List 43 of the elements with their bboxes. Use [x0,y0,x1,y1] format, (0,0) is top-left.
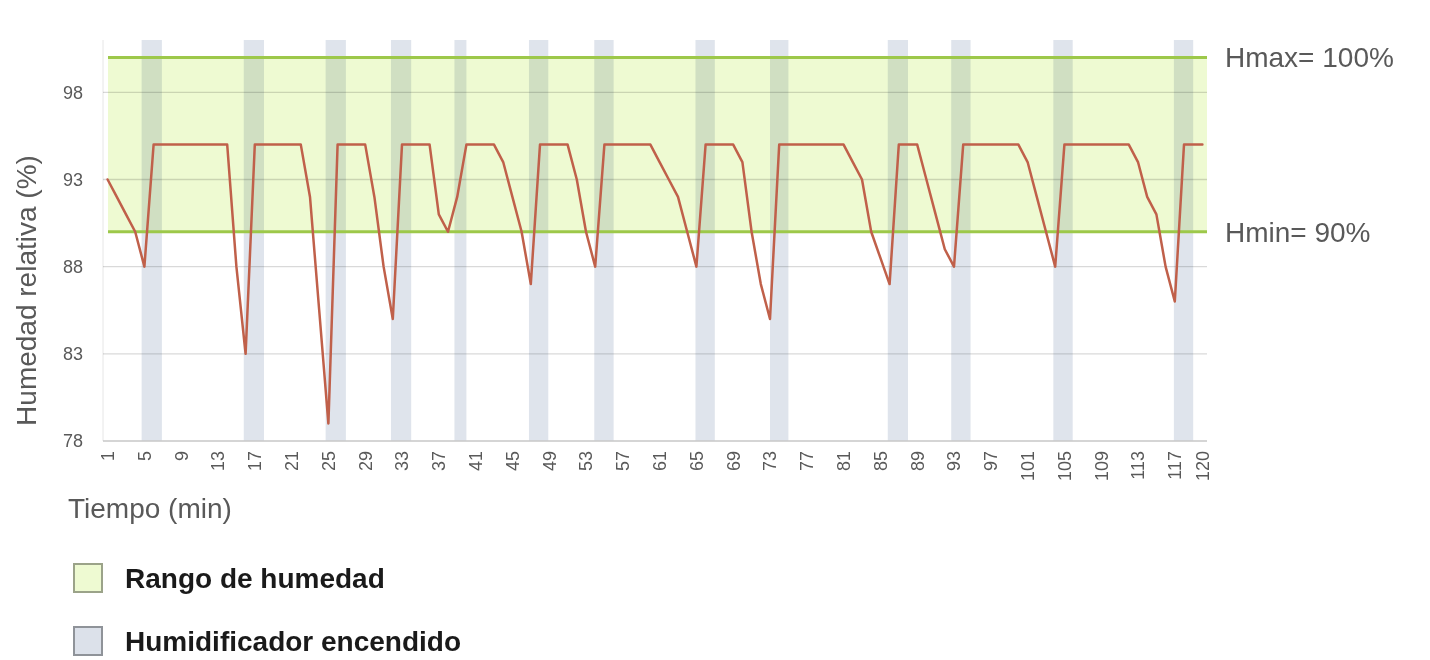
x-tick-label: 105 [1054,451,1075,482]
x-tick-label: 45 [502,451,523,472]
x-tick-label: 61 [649,451,670,472]
x-tick-label: 117 [1165,451,1186,480]
x-tick-label: 53 [576,451,597,472]
x-tick-label: 81 [833,451,854,472]
x-tick-label: 97 [981,451,1002,472]
x-tick-label: 37 [429,451,450,472]
x-tick-label: 101 [1017,451,1038,482]
x-tick-label: 49 [539,451,560,472]
x-tick-label: 9 [171,451,192,462]
y-tick-label: 78 [62,431,83,452]
legend-label: Rango de humedad [125,562,385,594]
x-tick-label: 13 [208,451,229,472]
line-series [106,143,1204,425]
x-tick-label: 1 [97,451,118,462]
y-axis-title: Humedad relativa (%) [11,155,42,426]
ref-line-label: Hmin= 90% [1225,216,1371,248]
x-tick-label: 57 [613,451,634,472]
x-tick-label: 41 [465,451,486,472]
x-tick-label: 65 [686,451,707,472]
ref-line-label: Hmax= 100% [1225,42,1394,74]
legend-label: Humidificador encendido [125,625,462,657]
x-tick-label: 77 [797,451,818,472]
x-tick-label: 85 [870,451,891,472]
x-axis-title: Tiempo (min) [68,493,232,524]
x-tick-label: 69 [723,451,744,472]
y-tick-label: 93 [62,169,83,190]
x-tick-label: 5 [134,451,155,462]
x-tick-label: 17 [245,451,266,472]
x-tick-label: 25 [318,451,339,472]
x-tick-label: 113 [1128,451,1149,480]
x-tick-label: 120 [1192,451,1213,482]
x-tick-label: 21 [281,451,302,472]
x-tick-label: 89 [907,451,928,472]
y-tick-label: 88 [62,256,83,277]
x-tick-label: 33 [392,451,413,472]
y-tick-label: 83 [62,344,83,365]
x-tick-label: 29 [355,451,376,472]
x-tick-label: 109 [1091,451,1112,482]
x-tick-label: 93 [944,451,965,472]
y-tick-label: 98 [62,82,83,103]
x-tick-label: 73 [760,451,781,472]
